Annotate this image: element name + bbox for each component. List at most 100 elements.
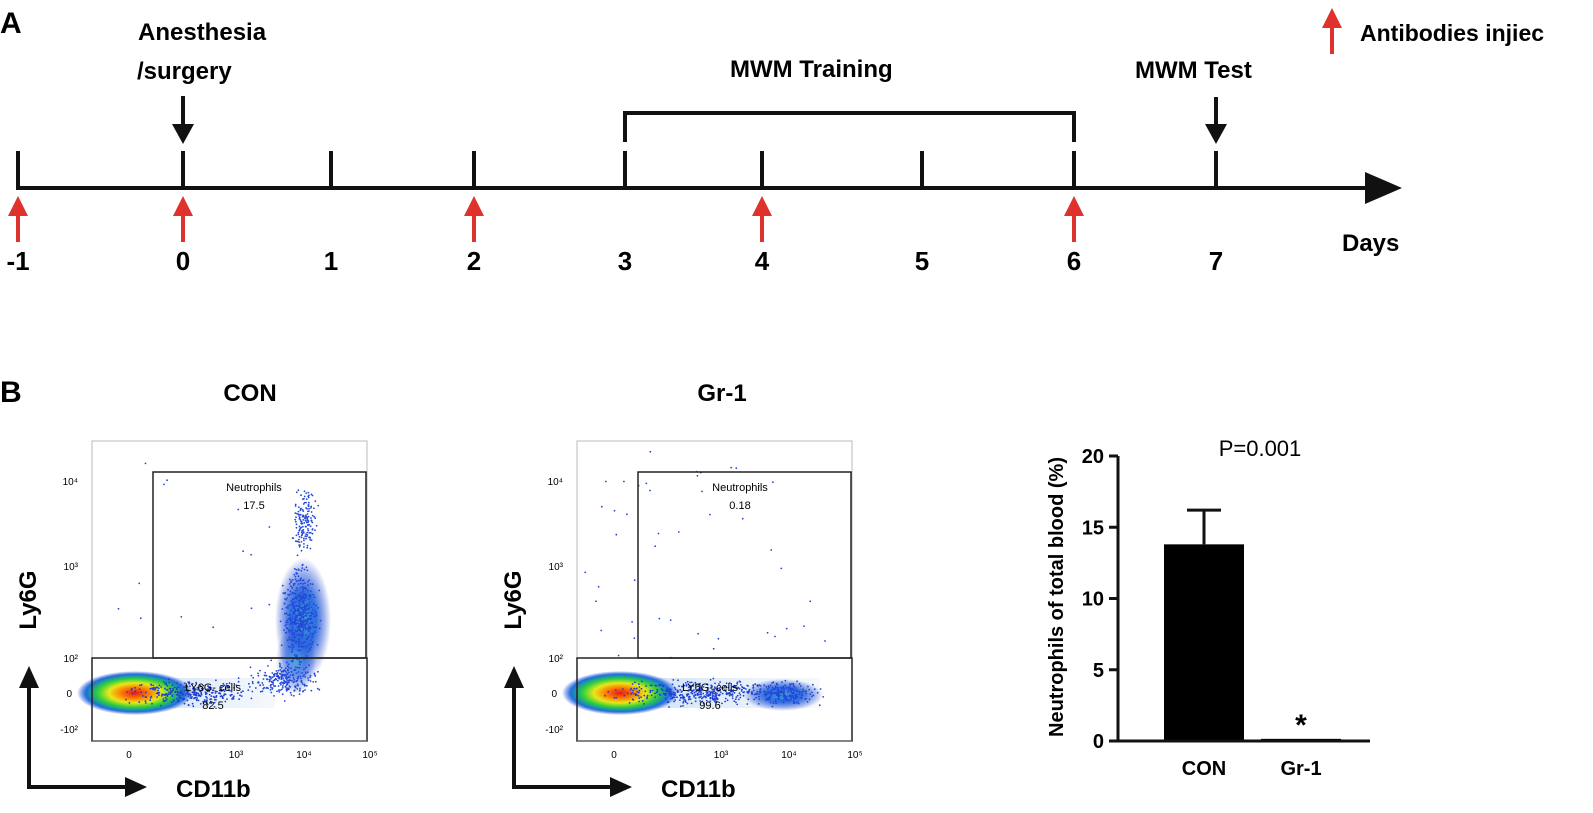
event-dot xyxy=(809,693,812,696)
event-dot xyxy=(638,700,640,703)
event-dot xyxy=(231,693,233,696)
event-dot xyxy=(305,533,307,535)
event-dot xyxy=(171,684,174,686)
event-dot xyxy=(224,688,227,691)
event-dot xyxy=(157,687,160,690)
event-dot xyxy=(298,525,301,528)
event-dot xyxy=(313,603,315,605)
event-dot xyxy=(694,700,697,703)
event-dot xyxy=(778,690,781,693)
event-dot xyxy=(139,617,142,620)
event-dot xyxy=(293,606,295,609)
event-dot xyxy=(644,690,647,693)
event-dot xyxy=(789,698,792,701)
event-dot xyxy=(734,698,737,701)
event-dot xyxy=(307,520,310,522)
event-dot xyxy=(301,564,304,567)
event-dot xyxy=(788,687,790,690)
event-dot xyxy=(679,689,682,691)
event-dot xyxy=(775,702,777,705)
negative-gate-value: 99.6 xyxy=(699,700,720,712)
event-dot xyxy=(668,706,670,708)
event-dot xyxy=(189,694,192,697)
event-dot xyxy=(295,641,297,644)
y-axis-label: Ly6G xyxy=(15,570,42,629)
event-dot xyxy=(311,532,314,535)
event-dot xyxy=(317,504,320,507)
neutrophil-gate-value: 0.18 xyxy=(729,500,750,512)
event-dot xyxy=(183,686,185,688)
event-dot xyxy=(297,633,300,636)
event-dot xyxy=(298,513,300,516)
event-dot xyxy=(309,680,312,682)
event-dot xyxy=(134,690,137,693)
negative-gate-name: LY6G- cells xyxy=(682,682,739,694)
event-dot xyxy=(780,567,783,570)
event-dot xyxy=(733,700,736,702)
event-dot xyxy=(731,685,734,688)
neutrophil-gate-value: 17.5 xyxy=(243,500,264,512)
event-dot xyxy=(705,691,708,693)
day-label: 6 xyxy=(1067,246,1081,276)
event-dot xyxy=(788,699,790,702)
event-dot xyxy=(176,693,178,696)
event-dot xyxy=(213,696,216,699)
event-dot xyxy=(310,517,312,519)
event-dot xyxy=(281,686,284,689)
event-dot xyxy=(305,612,307,615)
event-dot xyxy=(689,681,691,684)
event-dot xyxy=(676,689,679,692)
event-dot xyxy=(249,666,252,669)
event-dot xyxy=(799,685,802,687)
event-dot xyxy=(311,608,314,611)
event-dot xyxy=(298,538,300,541)
event-dot xyxy=(314,529,316,532)
event-dot xyxy=(307,501,310,504)
event-dot xyxy=(282,685,284,687)
event-dot xyxy=(300,531,303,534)
event-dot xyxy=(729,693,732,695)
neutrophil-gate-name: Neutrophils xyxy=(226,482,282,494)
event-dot xyxy=(304,517,306,520)
event-dot xyxy=(269,689,272,691)
event-dot xyxy=(307,608,310,610)
event-dot xyxy=(289,623,291,626)
event-dot xyxy=(709,700,712,703)
event-dot xyxy=(242,690,244,693)
event-dot xyxy=(305,614,308,617)
event-dot xyxy=(311,621,314,623)
event-dot xyxy=(285,599,288,601)
event-dot xyxy=(671,696,674,699)
event-dot xyxy=(202,688,205,690)
event-dot xyxy=(268,603,271,606)
event-dot xyxy=(741,688,743,691)
event-dot xyxy=(183,689,186,692)
event-dot xyxy=(309,674,312,677)
event-dot xyxy=(296,666,299,669)
event-dot xyxy=(297,583,300,585)
event-dot xyxy=(305,604,308,607)
event-dot xyxy=(277,679,279,682)
event-dot xyxy=(189,685,191,687)
event-dot xyxy=(259,684,261,687)
event-dot xyxy=(672,679,675,681)
event-dot xyxy=(651,684,653,687)
event-dot xyxy=(184,686,187,689)
event-dot xyxy=(298,693,301,695)
event-dot xyxy=(775,694,778,697)
event-dot xyxy=(716,687,719,690)
event-dot xyxy=(783,691,786,693)
event-dot xyxy=(193,689,196,692)
event-dot xyxy=(300,646,303,648)
event-dot xyxy=(259,690,262,693)
event-dot xyxy=(649,489,651,492)
event-dot xyxy=(311,494,314,497)
event-dot xyxy=(197,699,200,702)
event-dot xyxy=(305,535,308,538)
event-dot xyxy=(297,638,300,640)
event-dot xyxy=(262,684,265,686)
event-dot xyxy=(305,501,307,504)
event-dot xyxy=(634,681,636,684)
event-dot xyxy=(738,692,741,694)
